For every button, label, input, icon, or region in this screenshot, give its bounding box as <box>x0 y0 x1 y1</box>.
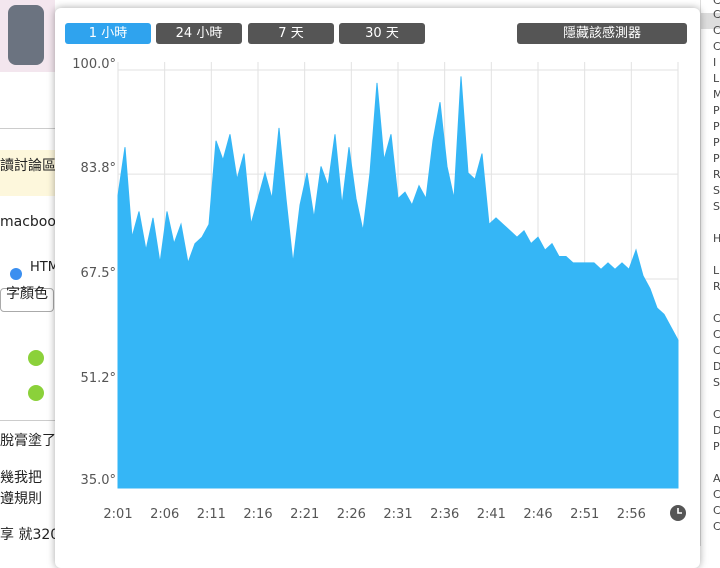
menu-letter: P <box>713 104 720 117</box>
page-text: macbook <box>0 214 65 230</box>
page-text: HTM <box>30 260 59 275</box>
menu-letter: H <box>713 232 720 245</box>
hide-sensor-button[interactable]: 隱藏該感測器 <box>517 23 687 44</box>
menu-letter: C <box>713 312 720 325</box>
x-tick-label: 2:41 <box>477 507 506 522</box>
menu-letter: M <box>713 88 720 101</box>
chart: 35.0° 51.2° 67.5° 83.8° 100.0° 2:01 2:06 2:11 2:… <box>72 57 686 522</box>
x-tick-label: 2:36 <box>430 507 459 522</box>
y-tick-label: 51.2° <box>81 371 116 386</box>
menu-letter: D <box>713 360 720 373</box>
page-text: 脫膏塗了二 <box>0 433 70 449</box>
page-text: 幾我把 <box>0 470 42 486</box>
y-tick-label: 35.0° <box>81 473 116 488</box>
menu-letter: C <box>713 328 720 341</box>
menu-letter: S <box>713 184 720 197</box>
x-tick-label: 2:06 <box>150 507 179 522</box>
x-tick-label: 2:21 <box>290 507 319 522</box>
menu-letter: C <box>713 0 720 7</box>
screen: {"background": { "left_texts": ["讀討論區規",… <box>0 0 720 546</box>
range-tab[interactable]: 7 天 <box>248 23 334 44</box>
menu-letter: L <box>713 264 720 277</box>
y-tick-label: 67.5° <box>81 266 116 281</box>
menu-letter: C <box>713 344 720 357</box>
menu-letter: C <box>713 40 720 53</box>
menu-letter: R <box>713 168 720 181</box>
y-tick-label: 100.0° <box>72 57 116 72</box>
x-tick-label: 2:56 <box>617 507 646 522</box>
menu-letter: C <box>713 408 720 421</box>
menu-letter: A <box>713 472 720 485</box>
temperature-area <box>117 76 679 489</box>
page-text: 字顏色 <box>6 286 48 302</box>
x-tick-label: 2:51 <box>570 507 599 522</box>
y-tick-label: 83.8° <box>81 161 116 176</box>
menu-letter: C <box>713 488 720 501</box>
menu-letter: S <box>713 376 720 389</box>
menu-letter: P <box>713 120 720 133</box>
menu-letter: D <box>713 424 720 437</box>
page-text: 享 就3200 <box>0 527 69 543</box>
menu-letter: R <box>713 280 720 293</box>
x-tick-label: 2:16 <box>243 507 272 522</box>
menu-letter: P <box>713 136 720 149</box>
menu-letter: C <box>713 24 720 37</box>
menu-letter: C <box>713 504 720 517</box>
sensor-popup: 1 小時 24 小時 7 天 30 天 隱藏該感測器 35.0° 51.2° 67.5° 8… <box>55 8 700 568</box>
range-tab[interactable]: 1 小時 <box>65 23 151 44</box>
range-tab[interactable]: 30 天 <box>339 23 425 44</box>
menu-letter: S <box>713 200 720 213</box>
x-tick-label: 2:31 <box>383 507 412 522</box>
page-text: 讀討論區規 <box>0 158 70 174</box>
menu-letter: C <box>713 8 720 21</box>
menu-letter: L <box>713 72 720 85</box>
page-text: 遵規則 <box>0 491 42 507</box>
menu-letter: P <box>713 152 720 165</box>
menu-letter: C <box>713 520 720 533</box>
menu-letter: P <box>713 440 720 453</box>
ad-image <box>0 0 55 72</box>
x-tick-label: 2:11 <box>197 507 226 522</box>
x-tick-label: 2:46 <box>523 507 552 522</box>
x-tick-label: 2:26 <box>337 507 366 522</box>
history-icon[interactable] <box>670 505 686 521</box>
x-tick-label: 2:01 <box>103 507 132 522</box>
range-tab[interactable]: 24 小時 <box>156 23 242 44</box>
menu-letter: I <box>713 56 717 69</box>
